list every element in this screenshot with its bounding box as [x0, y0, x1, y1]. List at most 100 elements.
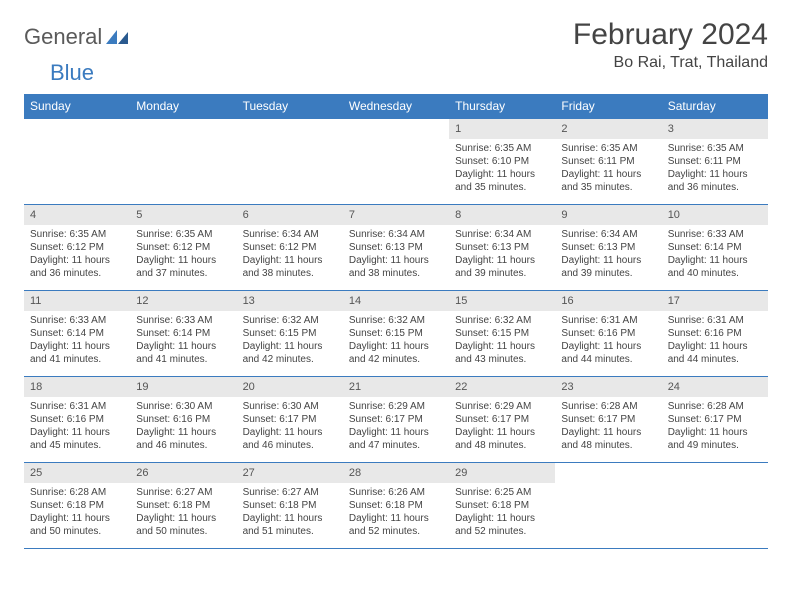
logo-text-general: General: [24, 24, 102, 50]
day-number: 28: [343, 463, 449, 483]
calendar-cell: 16Sunrise: 6:31 AMSunset: 6:16 PMDayligh…: [555, 291, 661, 377]
day-number: 9: [555, 205, 661, 225]
day-details: Sunrise: 6:33 AMSunset: 6:14 PMDaylight:…: [130, 311, 236, 369]
weekday-header: Saturday: [662, 94, 768, 119]
calendar-cell: 10Sunrise: 6:33 AMSunset: 6:14 PMDayligh…: [662, 205, 768, 291]
day-details: Sunrise: 6:35 AMSunset: 6:10 PMDaylight:…: [449, 139, 555, 197]
day-number: 14: [343, 291, 449, 311]
calendar-cell: 14Sunrise: 6:32 AMSunset: 6:15 PMDayligh…: [343, 291, 449, 377]
day-details: Sunrise: 6:33 AMSunset: 6:14 PMDaylight:…: [662, 225, 768, 283]
calendar-cell: 12Sunrise: 6:33 AMSunset: 6:14 PMDayligh…: [130, 291, 236, 377]
calendar-cell: 27Sunrise: 6:27 AMSunset: 6:18 PMDayligh…: [237, 463, 343, 549]
calendar-cell: 5Sunrise: 6:35 AMSunset: 6:12 PMDaylight…: [130, 205, 236, 291]
calendar-cell: 24Sunrise: 6:28 AMSunset: 6:17 PMDayligh…: [662, 377, 768, 463]
calendar-cell: 4Sunrise: 6:35 AMSunset: 6:12 PMDaylight…: [24, 205, 130, 291]
day-details: Sunrise: 6:32 AMSunset: 6:15 PMDaylight:…: [237, 311, 343, 369]
calendar-cell: 28Sunrise: 6:26 AMSunset: 6:18 PMDayligh…: [343, 463, 449, 549]
day-number: 25: [24, 463, 130, 483]
day-details: Sunrise: 6:28 AMSunset: 6:17 PMDaylight:…: [555, 397, 661, 455]
day-details: Sunrise: 6:34 AMSunset: 6:13 PMDaylight:…: [449, 225, 555, 283]
calendar-cell: 26Sunrise: 6:27 AMSunset: 6:18 PMDayligh…: [130, 463, 236, 549]
calendar-row: 18Sunrise: 6:31 AMSunset: 6:16 PMDayligh…: [24, 377, 768, 463]
calendar-table: Sunday Monday Tuesday Wednesday Thursday…: [24, 94, 768, 549]
day-number: 24: [662, 377, 768, 397]
day-number: 6: [237, 205, 343, 225]
calendar-cell: 23Sunrise: 6:28 AMSunset: 6:17 PMDayligh…: [555, 377, 661, 463]
calendar-cell: 22Sunrise: 6:29 AMSunset: 6:17 PMDayligh…: [449, 377, 555, 463]
day-number: 13: [237, 291, 343, 311]
calendar-cell: 15Sunrise: 6:32 AMSunset: 6:15 PMDayligh…: [449, 291, 555, 377]
day-details: Sunrise: 6:31 AMSunset: 6:16 PMDaylight:…: [662, 311, 768, 369]
day-number: 23: [555, 377, 661, 397]
weekday-header: Sunday: [24, 94, 130, 119]
day-details: Sunrise: 6:26 AMSunset: 6:18 PMDaylight:…: [343, 483, 449, 541]
day-details: Sunrise: 6:29 AMSunset: 6:17 PMDaylight:…: [449, 397, 555, 455]
calendar-cell: [237, 119, 343, 205]
calendar-cell: 11Sunrise: 6:33 AMSunset: 6:14 PMDayligh…: [24, 291, 130, 377]
day-details: Sunrise: 6:34 AMSunset: 6:12 PMDaylight:…: [237, 225, 343, 283]
day-number: 8: [449, 205, 555, 225]
day-number: 29: [449, 463, 555, 483]
calendar-cell: 6Sunrise: 6:34 AMSunset: 6:12 PMDaylight…: [237, 205, 343, 291]
calendar-row: 4Sunrise: 6:35 AMSunset: 6:12 PMDaylight…: [24, 205, 768, 291]
day-details: Sunrise: 6:34 AMSunset: 6:13 PMDaylight:…: [343, 225, 449, 283]
weekday-header-row: Sunday Monday Tuesday Wednesday Thursday…: [24, 94, 768, 119]
day-number: 20: [237, 377, 343, 397]
day-details: Sunrise: 6:34 AMSunset: 6:13 PMDaylight:…: [555, 225, 661, 283]
day-number: 17: [662, 291, 768, 311]
day-number: 1: [449, 119, 555, 139]
calendar-row: 1Sunrise: 6:35 AMSunset: 6:10 PMDaylight…: [24, 119, 768, 205]
calendar-cell: [343, 119, 449, 205]
calendar-cell: [24, 119, 130, 205]
weekday-header: Friday: [555, 94, 661, 119]
day-details: Sunrise: 6:28 AMSunset: 6:18 PMDaylight:…: [24, 483, 130, 541]
calendar-cell: 20Sunrise: 6:30 AMSunset: 6:17 PMDayligh…: [237, 377, 343, 463]
calendar-cell: 7Sunrise: 6:34 AMSunset: 6:13 PMDaylight…: [343, 205, 449, 291]
day-details: Sunrise: 6:31 AMSunset: 6:16 PMDaylight:…: [24, 397, 130, 455]
weekday-header: Monday: [130, 94, 236, 119]
day-details: Sunrise: 6:25 AMSunset: 6:18 PMDaylight:…: [449, 483, 555, 541]
day-details: Sunrise: 6:27 AMSunset: 6:18 PMDaylight:…: [130, 483, 236, 541]
day-details: Sunrise: 6:27 AMSunset: 6:18 PMDaylight:…: [237, 483, 343, 541]
day-number: 10: [662, 205, 768, 225]
calendar-cell: 3Sunrise: 6:35 AMSunset: 6:11 PMDaylight…: [662, 119, 768, 205]
day-details: Sunrise: 6:32 AMSunset: 6:15 PMDaylight:…: [449, 311, 555, 369]
day-details: Sunrise: 6:28 AMSunset: 6:17 PMDaylight:…: [662, 397, 768, 455]
day-number: 16: [555, 291, 661, 311]
day-details: Sunrise: 6:35 AMSunset: 6:12 PMDaylight:…: [24, 225, 130, 283]
day-number: 27: [237, 463, 343, 483]
day-number: 7: [343, 205, 449, 225]
day-details: Sunrise: 6:30 AMSunset: 6:16 PMDaylight:…: [130, 397, 236, 455]
day-number: 21: [343, 377, 449, 397]
calendar-row: 11Sunrise: 6:33 AMSunset: 6:14 PMDayligh…: [24, 291, 768, 377]
day-details: Sunrise: 6:30 AMSunset: 6:17 PMDaylight:…: [237, 397, 343, 455]
calendar-cell: 25Sunrise: 6:28 AMSunset: 6:18 PMDayligh…: [24, 463, 130, 549]
calendar-cell: 9Sunrise: 6:34 AMSunset: 6:13 PMDaylight…: [555, 205, 661, 291]
day-details: Sunrise: 6:35 AMSunset: 6:11 PMDaylight:…: [662, 139, 768, 197]
calendar-cell: 8Sunrise: 6:34 AMSunset: 6:13 PMDaylight…: [449, 205, 555, 291]
logo: General: [24, 24, 130, 50]
day-details: Sunrise: 6:33 AMSunset: 6:14 PMDaylight:…: [24, 311, 130, 369]
day-number: 4: [24, 205, 130, 225]
calendar-cell: 2Sunrise: 6:35 AMSunset: 6:11 PMDaylight…: [555, 119, 661, 205]
month-title: February 2024: [573, 18, 768, 52]
calendar-cell: 19Sunrise: 6:30 AMSunset: 6:16 PMDayligh…: [130, 377, 236, 463]
calendar-cell: 13Sunrise: 6:32 AMSunset: 6:15 PMDayligh…: [237, 291, 343, 377]
calendar-cell: [555, 463, 661, 549]
calendar-cell: 18Sunrise: 6:31 AMSunset: 6:16 PMDayligh…: [24, 377, 130, 463]
calendar-cell: [130, 119, 236, 205]
day-details: Sunrise: 6:31 AMSunset: 6:16 PMDaylight:…: [555, 311, 661, 369]
weekday-header: Tuesday: [237, 94, 343, 119]
day-details: Sunrise: 6:29 AMSunset: 6:17 PMDaylight:…: [343, 397, 449, 455]
calendar-cell: 1Sunrise: 6:35 AMSunset: 6:10 PMDaylight…: [449, 119, 555, 205]
calendar-cell: 21Sunrise: 6:29 AMSunset: 6:17 PMDayligh…: [343, 377, 449, 463]
calendar-cell: 29Sunrise: 6:25 AMSunset: 6:18 PMDayligh…: [449, 463, 555, 549]
day-number: 18: [24, 377, 130, 397]
weekday-header: Thursday: [449, 94, 555, 119]
logo-sail-icon: [106, 30, 128, 44]
day-number: 26: [130, 463, 236, 483]
day-details: Sunrise: 6:35 AMSunset: 6:12 PMDaylight:…: [130, 225, 236, 283]
day-number: 22: [449, 377, 555, 397]
calendar-body: 1Sunrise: 6:35 AMSunset: 6:10 PMDaylight…: [24, 119, 768, 549]
day-number: 5: [130, 205, 236, 225]
